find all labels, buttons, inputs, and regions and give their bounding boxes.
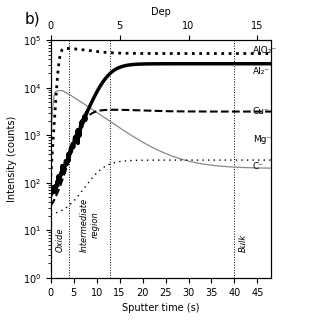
Text: AlO₂⁻: AlO₂⁻ (253, 46, 277, 55)
Text: Intermediate
region: Intermediate region (80, 198, 100, 252)
Text: b): b) (24, 12, 40, 27)
Text: Bulk: Bulk (239, 234, 248, 252)
Text: Al₂⁻: Al₂⁻ (253, 67, 270, 76)
Text: Cu⁻: Cu⁻ (253, 107, 269, 116)
Text: Mg⁻: Mg⁻ (253, 135, 271, 144)
X-axis label: Sputter time (s): Sputter time (s) (122, 303, 200, 313)
Text: Oxide: Oxide (55, 228, 64, 252)
Text: C⁻: C⁻ (253, 162, 264, 171)
Y-axis label: Intensity (counts): Intensity (counts) (7, 116, 17, 202)
X-axis label: Dep: Dep (151, 7, 171, 17)
